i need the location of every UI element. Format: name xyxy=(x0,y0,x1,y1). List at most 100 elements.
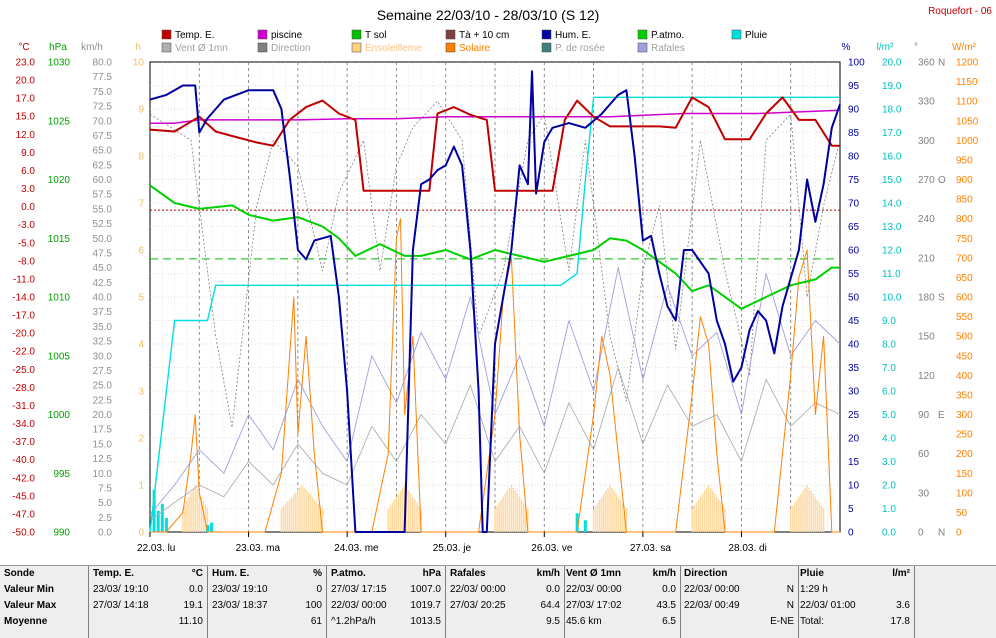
grid xyxy=(150,62,840,532)
stats-row-labels: Sonde Valeur Min Valeur Max Moyenne xyxy=(0,566,89,638)
stat-value: 1013.5 xyxy=(410,616,441,627)
tick-cardinal: O xyxy=(938,175,946,186)
legend-label: Pluie xyxy=(745,30,768,41)
tick-dir: 60 xyxy=(918,449,930,460)
tick-temp: -45.0 xyxy=(12,491,35,502)
tick-temp: -11.0 xyxy=(13,274,35,285)
tick-wind: 5.0 xyxy=(98,498,112,509)
tick-wind: 70.0 xyxy=(93,116,113,127)
tick-dir: 270 xyxy=(918,175,935,186)
series-temp-e- xyxy=(149,96,840,192)
stat-value: 100 xyxy=(305,600,322,611)
tick-press: 1015 xyxy=(48,234,71,245)
tick-hum: 40 xyxy=(848,340,860,351)
tick-hum: 95 xyxy=(848,81,860,92)
tick-sun: 1 xyxy=(138,481,144,492)
site-name: Roquefort - 06 xyxy=(928,6,992,17)
tick-dir: 240 xyxy=(918,214,935,225)
stat-label: 23/03/ 19:10 xyxy=(212,584,268,595)
tick-solar: 350 xyxy=(956,390,973,401)
tick-temp: 15.0 xyxy=(16,112,36,123)
rain-bar xyxy=(160,503,164,532)
tick-solar: 800 xyxy=(956,214,973,225)
x-tick-label: 28.03. di xyxy=(728,543,766,554)
tick-solar: 1100 xyxy=(956,97,978,108)
stat-label: 45.6 km xyxy=(566,616,602,627)
legend-swatch xyxy=(541,42,552,53)
tick-dir: 210 xyxy=(918,253,935,264)
tick-temp: -37.0 xyxy=(12,437,35,448)
unit-press: hPa xyxy=(49,42,67,53)
unit-solar: W/m² xyxy=(952,42,977,53)
y-axes: 23.020.017.015.012.09.06.03.00.0-3.0-5.0… xyxy=(12,58,978,539)
legend-swatch xyxy=(257,29,268,40)
tick-rain: 15.0 xyxy=(882,175,902,186)
tick-press: 1005 xyxy=(48,351,71,362)
tick-temp: -20.0 xyxy=(12,329,35,340)
legend-swatch xyxy=(161,42,172,53)
tick-press: 1010 xyxy=(48,293,71,304)
tick-hum: 65 xyxy=(848,222,860,233)
x-axis: 22.03. lu 23.03. ma 24.03. me 25.03. je 26.0… xyxy=(137,532,767,554)
tick-rain: 7.0 xyxy=(882,363,896,374)
rain-bar xyxy=(575,513,579,532)
tick-temp: -50.0 xyxy=(12,528,35,539)
stat-value: km/h xyxy=(536,568,560,579)
stat-label: Direction xyxy=(684,568,728,579)
row-label-sonde: Sonde xyxy=(4,568,35,579)
tick-wind: 0.0 xyxy=(98,528,112,539)
tick-wind: 72.5 xyxy=(93,102,113,113)
tick-wind: 10.0 xyxy=(93,469,113,480)
tick-wind: 50.0 xyxy=(93,234,113,245)
legend-label: T sol xyxy=(365,30,387,41)
stats-col-temp-e-: Temp. E. °C 23/03/ 19:10 0.0 27/03/ 14:18 19.… xyxy=(89,566,208,638)
stat-label: 22/03/ 00:00 xyxy=(331,600,387,611)
tick-solar: 450 xyxy=(956,351,973,362)
x-tick-label: 24.03. me xyxy=(334,543,379,554)
tick-hum: 70 xyxy=(848,199,860,210)
tick-hum: 45 xyxy=(848,316,860,327)
stat-label: Rafales xyxy=(450,568,486,579)
legend-swatch xyxy=(445,42,456,53)
tick-hum: 25 xyxy=(848,410,860,421)
stat-value: 1019.7 xyxy=(410,600,441,611)
tick-wind: 45.0 xyxy=(93,263,113,274)
stat-value: °C xyxy=(191,568,203,579)
tick-wind: 37.5 xyxy=(93,307,113,318)
tick-temp: 6.0 xyxy=(21,166,35,177)
tick-solar: 500 xyxy=(956,332,973,343)
tick-rain: 5.0 xyxy=(882,410,896,421)
tick-hum: 15 xyxy=(848,457,860,468)
tick-wind: 42.5 xyxy=(93,278,113,289)
unit-temp: °C xyxy=(18,42,29,53)
tick-temp: -22.0 xyxy=(12,347,35,358)
tick-hum: 80 xyxy=(848,152,860,163)
tick-rain: 10.0 xyxy=(882,293,902,304)
x-tick-label: 27.03. sa xyxy=(630,543,672,554)
tick-temp: -14.0 xyxy=(12,293,35,304)
tick-cardinal: E xyxy=(938,410,945,421)
tick-rain: 20.0 xyxy=(882,58,902,69)
series-solaire xyxy=(150,218,840,533)
stat-label: 1:29 h xyxy=(800,584,828,595)
tick-rain: 12.0 xyxy=(882,246,902,257)
tick-wind: 35.0 xyxy=(93,322,113,333)
tick-sun: 5 xyxy=(138,293,144,304)
tick-sun: 8 xyxy=(138,152,144,163)
stat-label: Hum. E. xyxy=(212,568,250,579)
unit-hum: % xyxy=(842,42,851,53)
stat-value: 19.1 xyxy=(183,600,203,611)
tick-rain: 18.0 xyxy=(882,105,902,116)
tick-rain: 13.0 xyxy=(882,222,902,233)
rain-bar xyxy=(156,510,160,532)
stats-col-vent-1mn: Vent Ø 1mn km/h 22/03/ 00:00 0.0 27/03/ 17:0… xyxy=(562,566,681,638)
weather-chart: Semaine 22/03/10 - 28/03/10 (S 12) Roque… xyxy=(12,6,993,554)
tick-rain: 14.0 xyxy=(882,199,902,210)
tick-press: 1030 xyxy=(48,58,71,69)
tick-hum: 20 xyxy=(848,434,860,445)
legend-swatch xyxy=(445,29,456,40)
tick-temp: 20.0 xyxy=(16,76,36,87)
tick-wind: 20.0 xyxy=(93,410,113,421)
tick-hum: 60 xyxy=(848,246,860,257)
